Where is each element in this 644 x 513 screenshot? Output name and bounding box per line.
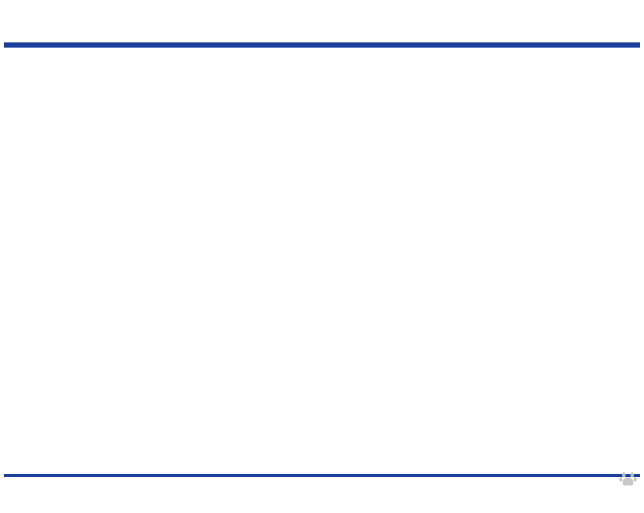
- paw-icon: [619, 472, 637, 486]
- footer-divider: [4, 474, 640, 477]
- chart-canvas: [0, 125, 644, 430]
- watermark: [618, 469, 640, 489]
- title-divider: [4, 42, 640, 48]
- figure-title: [18, 10, 638, 32]
